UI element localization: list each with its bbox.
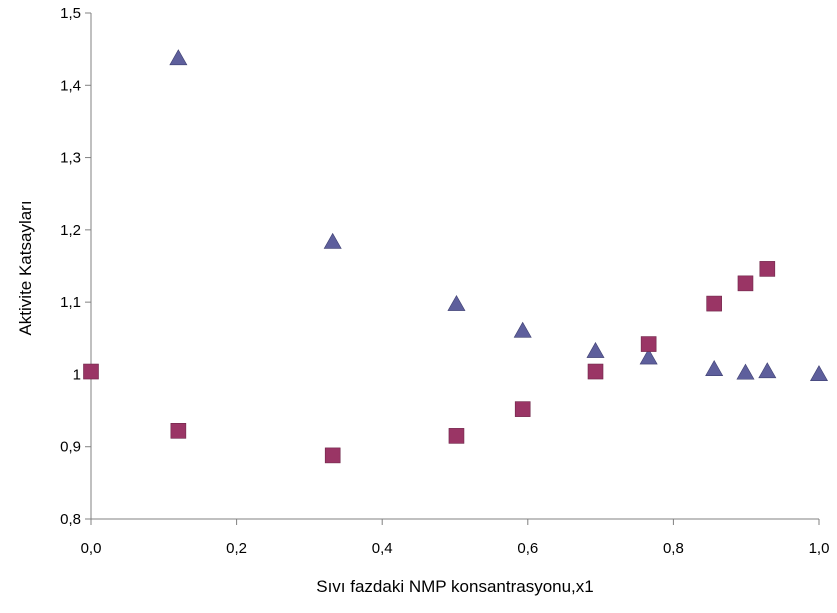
square-marker: [324, 447, 341, 464]
square-marker: [448, 428, 465, 444]
x-tick-label: 0,0: [81, 540, 102, 557]
tick-labels: 0,8 0,9 1 1,1 1,2 1,3 1,4 1,5 0,0 0,2 0,4 0,6 0,8 1,0: [60, 5, 829, 557]
square-marker: [706, 295, 722, 312]
triangle-marker: [705, 360, 724, 376]
y-tick-label: 1,3: [60, 150, 81, 167]
data-markers: [83, 49, 829, 464]
x-axis-title: Sıvı fazdaki NMP konsantrasyonu,x1: [316, 577, 594, 596]
square-marker: [83, 363, 99, 380]
triangle-marker: [809, 365, 829, 382]
triangle-marker: [586, 341, 605, 358]
triangle-marker: [323, 232, 342, 249]
square-marker: [587, 363, 604, 380]
x-tick-label: 0,4: [372, 540, 393, 557]
triangle-marker: [169, 49, 188, 66]
y-tick-label: 1: [73, 366, 81, 383]
square-marker: [514, 401, 531, 417]
y-tick-label: 0,8: [60, 511, 81, 528]
x-tick-label: 1,0: [809, 540, 830, 557]
square-marker: [640, 336, 657, 352]
axes: [85, 12, 820, 525]
square-marker: [759, 261, 776, 277]
y-tick-label: 1,2: [60, 222, 81, 239]
square-marker: [170, 423, 187, 439]
y-tick-label: 1,1: [60, 294, 81, 311]
y-axis-title: Aktivite Katsayları: [16, 200, 35, 335]
x-tick-label: 0,2: [226, 540, 247, 557]
x-tick-label: 0,6: [517, 540, 538, 557]
triangle-marker: [513, 321, 532, 338]
x-tick-label: 0,8: [663, 540, 684, 557]
y-tick-label: 1,4: [60, 77, 81, 94]
y-tick-label: 1,5: [60, 5, 81, 22]
triangle-marker: [639, 348, 658, 365]
triangle-marker: [736, 363, 755, 380]
triangle-marker: [758, 362, 777, 379]
y-tick-label: 0,9: [60, 439, 81, 456]
square-marker: [737, 275, 754, 292]
triangle-marker: [447, 294, 466, 311]
